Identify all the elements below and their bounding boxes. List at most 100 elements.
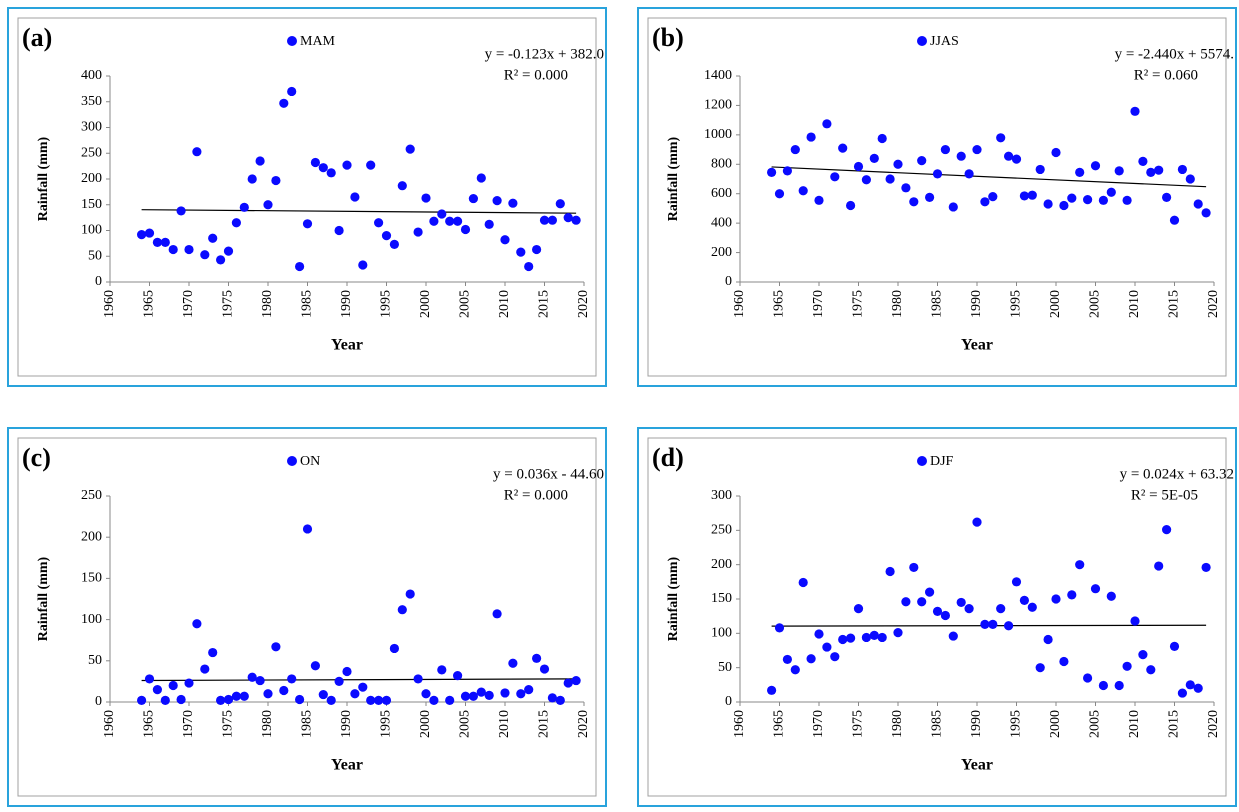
y-tick-label: 100 (81, 223, 102, 238)
data-point (869, 630, 879, 640)
data-point (869, 153, 879, 163)
data-point (1090, 161, 1101, 171)
y-tick-label: 250 (711, 523, 732, 538)
data-point (555, 199, 565, 209)
y-tick-label: 150 (711, 591, 732, 606)
x-tick-label: 1970 (811, 290, 826, 318)
y-tick-label: 200 (711, 557, 732, 572)
y-tick-label: 1000 (704, 127, 732, 142)
y-tick-label: 50 (718, 660, 732, 675)
y-tick-label: 600 (711, 186, 732, 201)
y-axis-title: Rainfall (mm) (36, 556, 51, 641)
data-point (909, 562, 919, 573)
x-axis-title: Year (331, 757, 363, 774)
data-point (508, 198, 518, 208)
data-point (295, 694, 305, 705)
trend-equation: y = -2.440x + 5574. (1115, 46, 1234, 62)
data-point (932, 606, 943, 616)
y-tick-label: 350 (81, 94, 102, 109)
y-tick-label: 200 (81, 171, 102, 186)
data-point (453, 216, 463, 226)
legend-label: DJF (930, 454, 954, 469)
data-point (366, 160, 376, 170)
data-point (279, 685, 289, 696)
data-point (271, 175, 281, 186)
data-point (263, 689, 273, 699)
data-point (1185, 174, 1195, 184)
data-point (405, 144, 415, 154)
data-point (1035, 164, 1045, 175)
y-tick-label: 200 (81, 529, 102, 544)
x-tick-label: 2015 (537, 290, 552, 318)
panel-frame (7, 7, 607, 387)
data-point (996, 604, 1006, 614)
data-point (192, 619, 202, 629)
data-point (877, 632, 887, 643)
x-tick-label: 1975 (851, 710, 866, 738)
data-point (1162, 192, 1172, 202)
x-tick-label: 1960 (102, 710, 117, 738)
data-point (381, 695, 392, 705)
data-point (1193, 199, 1203, 209)
data-point (200, 664, 210, 674)
data-point (885, 566, 895, 577)
data-point (956, 151, 966, 161)
data-point (1067, 193, 1077, 203)
data-point (137, 230, 147, 240)
data-point (468, 193, 478, 204)
x-tick-label: 1970 (811, 710, 826, 738)
data-point (310, 157, 320, 168)
data-point (925, 192, 935, 202)
x-tick-label: 2020 (576, 290, 591, 318)
x-tick-label: 1990 (339, 290, 354, 318)
data-point (1114, 680, 1124, 691)
data-point (1019, 191, 1029, 201)
x-tick-label: 2005 (1088, 290, 1103, 318)
data-point (571, 215, 581, 225)
data-point (168, 244, 178, 255)
data-point (176, 694, 186, 705)
data-point (885, 174, 895, 184)
x-tick-label: 1995 (379, 290, 394, 318)
x-tick-label: 2000 (1048, 710, 1063, 738)
data-point (484, 219, 494, 229)
data-point (948, 631, 958, 641)
data-point (964, 604, 974, 614)
data-point (184, 678, 194, 688)
data-point (1098, 195, 1108, 205)
data-point (223, 246, 234, 256)
x-tick-label: 1995 (1009, 710, 1024, 738)
data-point (287, 86, 297, 97)
data-point (532, 653, 542, 663)
panel: (a) MAM y = -0.123x + 382.0 R² = 0.000 0 50 10… (7, 7, 607, 387)
legend-marker (917, 36, 927, 46)
data-point (247, 672, 257, 682)
legend-label: MAM (300, 34, 336, 49)
data-point (429, 695, 439, 705)
data-point (453, 671, 463, 681)
data-point (421, 193, 431, 203)
data-point (1169, 641, 1180, 651)
data-point (389, 643, 399, 654)
panel-frame (637, 7, 1237, 387)
data-point (310, 661, 320, 671)
panel-label: (a) (22, 23, 52, 52)
data-point (547, 693, 558, 703)
data-point (1059, 656, 1069, 667)
data-point (476, 173, 486, 183)
data-point (152, 685, 162, 695)
data-point (445, 216, 455, 226)
data-point (964, 169, 974, 179)
data-point (468, 691, 478, 701)
y-tick-label: 0 (95, 694, 102, 709)
data-point (956, 597, 966, 608)
data-point (917, 156, 927, 166)
x-tick-label: 1965 (772, 710, 787, 738)
data-point (861, 632, 871, 643)
trend-equation: y = -0.123x + 382.0 (485, 46, 604, 62)
data-point (216, 255, 226, 265)
data-point (853, 604, 864, 614)
data-point (200, 250, 210, 260)
x-tick-label: 2020 (1206, 290, 1221, 318)
